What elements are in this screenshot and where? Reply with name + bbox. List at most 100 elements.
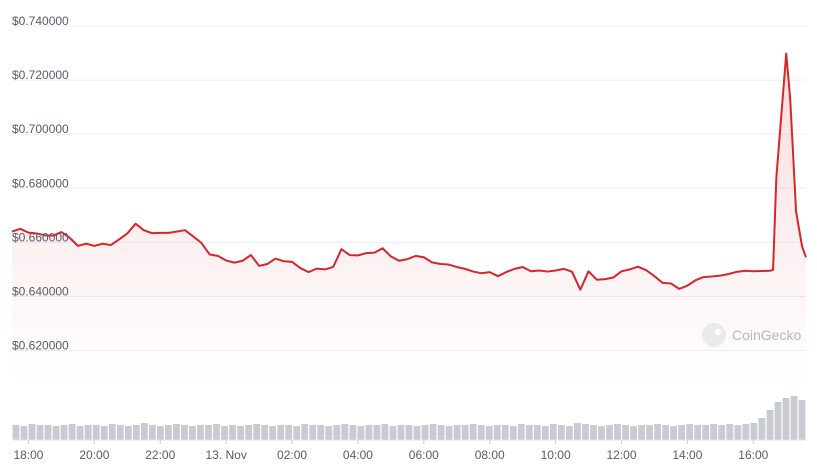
volume-bar [630,426,637,440]
volume-bar [405,425,413,440]
volume-bar [574,423,581,440]
volume-bar [373,425,381,440]
volume-bar [44,425,52,440]
volume-bar [189,426,196,440]
y-tick-label: $0.660000 [12,230,69,244]
volume-bar [261,425,269,440]
y-tick-label: $0.640000 [12,284,69,298]
volume-bar [341,424,349,440]
volume-bar [309,425,317,440]
volume-bar [517,424,525,440]
volume-bar [437,425,445,440]
volume-bar [549,424,557,440]
x-tick-label: 14:00 [672,448,702,462]
x-tick-label: 02:00 [277,448,307,462]
x-tick-label: 06:00 [409,448,439,462]
volume-bar [670,426,678,440]
volume-bar [525,425,533,440]
volume-bar [140,423,148,440]
x-tick-label: 12:00 [606,448,636,462]
y-tick-label: $0.680000 [12,176,69,190]
x-tick-label: 16:00 [738,448,768,462]
volume-bar [766,410,774,440]
volume-bar [397,425,405,440]
volume-bar [702,425,710,440]
watermark-logo [702,323,726,347]
volume-bar [598,426,605,440]
volume-bar [509,426,517,440]
volume-bar [477,425,485,440]
volume-bar [325,426,333,440]
watermark: CoinGecko [702,323,801,347]
volume-bar [565,426,573,440]
volume-bar [205,425,212,440]
volume-bar [285,425,293,440]
volume-bar [606,425,613,440]
volume-bar [132,425,140,440]
volume-bar [782,398,790,440]
volume-bar [20,426,28,440]
volume-bar [108,424,116,440]
volume-bar [84,425,92,440]
price-area [12,53,806,384]
volume-bar [269,426,277,440]
volume-bar [590,425,597,440]
volume-bar [164,425,172,440]
volume-bar [237,426,244,440]
plot [11,52,807,384]
volume-bar [76,426,84,440]
x-tick-label: 04:00 [343,448,373,462]
volume-bar [445,426,453,440]
volume-bar [221,426,228,440]
x-tick-label: 10:00 [541,448,571,462]
watermark-text: CoinGecko [732,327,801,343]
volume-bar [742,424,750,440]
volume-bar [277,425,285,440]
volume-bar [614,424,621,440]
volume-bar [582,424,589,440]
volume-bar [156,426,164,440]
volume-bar [381,424,389,440]
volume-bar [365,425,373,440]
watermark-logo-eye [715,329,721,335]
volume-bar [461,425,469,440]
volume-bar [100,426,108,440]
x-tick-label: 22:00 [145,448,175,462]
volume-bar [638,425,645,440]
volume-bar [421,425,429,440]
y-tick-label: $0.620000 [12,339,69,353]
volume-bar [557,425,565,440]
volume-bar [726,424,734,440]
volume-bar [646,425,654,440]
volume-bar [293,426,301,440]
volume-bar [694,425,702,440]
volume-bar [413,426,421,440]
volume-bar [92,425,100,440]
volume-bar [12,425,20,440]
volume-bar [750,423,758,440]
volume-bar [181,425,188,440]
volume-bar [389,426,397,440]
volume-bar [116,425,124,440]
y-tick-label: $0.740000 [12,14,69,28]
volume-bar [710,424,718,440]
volume-bar [758,418,766,440]
volume-bar [68,424,76,440]
volume-bar [173,424,180,440]
volume-bar [253,424,261,440]
volume-bar [317,425,325,440]
volume-bar [349,425,357,440]
volume-bar [429,424,437,440]
volume-bar [453,425,461,440]
volume-bar [734,425,742,440]
volume-bar [533,425,541,440]
volume-bar [622,425,629,440]
volume-bar [798,400,806,440]
y-tick-label: $0.700000 [12,122,69,136]
volume-bar [357,426,365,440]
x-tick-label: 20:00 [79,448,109,462]
x-tick-label: 08:00 [475,448,505,462]
volume-bar [501,425,509,440]
